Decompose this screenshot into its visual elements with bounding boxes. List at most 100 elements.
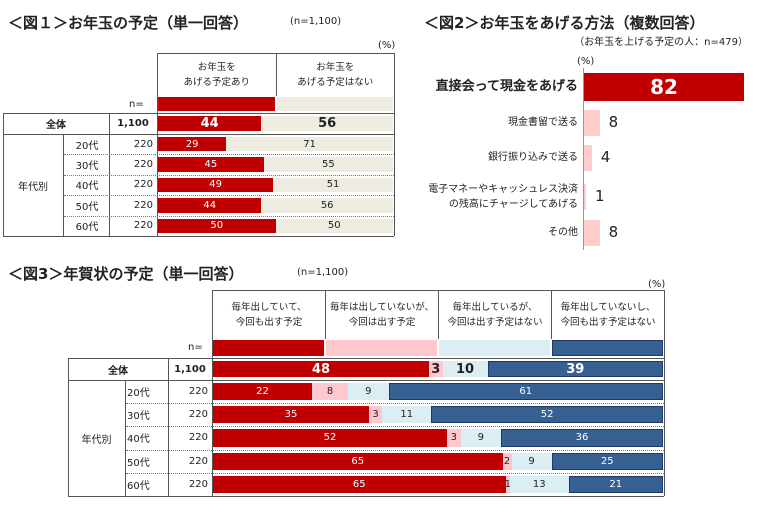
bar-segment: 49 — [158, 177, 274, 193]
bar-value: 61 — [519, 386, 533, 398]
bar-value: 50 — [210, 220, 224, 232]
bar-value: 29 — [185, 138, 199, 150]
unit-label: (%) — [648, 279, 666, 290]
table-border — [3, 236, 394, 237]
row-n: 220 — [188, 478, 208, 490]
bar-value: 48 — [311, 361, 331, 377]
bar-value: 21 — [609, 478, 623, 490]
bar-segment: 51 — [273, 177, 393, 193]
table-border — [68, 380, 664, 381]
legend-header: 毎年出しているが、 今回は出す予定はない — [438, 290, 552, 339]
bar — [584, 110, 600, 136]
bar-value: 1 — [594, 187, 605, 205]
row-label: 40代 — [127, 434, 150, 446]
bar-segment: 3 — [368, 406, 383, 424]
bar-value: 45 — [204, 159, 218, 171]
bar-value: 10 — [455, 361, 475, 377]
bar-segment: 8 — [312, 383, 348, 401]
row-divider — [64, 195, 394, 197]
row-divider — [64, 215, 394, 217]
bar-value: 8 — [326, 386, 334, 398]
table-border — [3, 113, 394, 114]
bar-value: 1 — [504, 478, 511, 490]
bar-segment: 65 — [213, 475, 506, 493]
bar-value: 4 — [600, 148, 611, 166]
bar-segment: 52 — [431, 406, 663, 424]
bar-value: 52 — [540, 409, 554, 421]
table-border — [109, 113, 110, 236]
legend-header: 毎年出していないし、 今回も出す予定はない — [551, 290, 665, 339]
bar-value: 3 — [431, 361, 441, 377]
axis-line — [583, 68, 584, 250]
bar-value: 8 — [608, 223, 619, 241]
table-border — [3, 113, 4, 236]
bar-value: 11 — [400, 409, 414, 421]
table-border — [3, 134, 394, 135]
row-label: 50代 — [75, 201, 99, 213]
bar-segment: 44 — [158, 198, 262, 213]
bar-segment: 56 — [261, 116, 393, 131]
bar-segment: 39 — [487, 361, 663, 377]
row-divider — [126, 472, 664, 474]
legend-header: お年玉を あげる予定あり — [157, 53, 277, 96]
row-divider — [126, 426, 664, 428]
row-label: 60代 — [127, 480, 150, 492]
row-divider — [126, 403, 664, 405]
bar-segment: 1 — [504, 475, 511, 493]
legend-swatch — [158, 97, 275, 111]
bar-segment: 61 — [388, 383, 663, 401]
legend-label: お年玉を あげる予定はない — [297, 62, 374, 88]
category-label: その他 — [548, 227, 578, 238]
bar-segment: 3 — [447, 429, 461, 447]
bar-value: 13 — [532, 478, 546, 490]
bar-value: 44 — [203, 199, 217, 211]
bar-segment: 44 — [158, 116, 262, 131]
bar-segment: 52 — [213, 429, 447, 447]
bar-segment: 10 — [442, 361, 488, 377]
bar-value: 3 — [372, 409, 379, 421]
legend-label: 毎年出していないし、 今回も出す予定はない — [560, 302, 656, 328]
bar-value: 71 — [303, 138, 316, 150]
bar-segment: 50 — [275, 218, 393, 233]
legend-label: 毎年出していて、 今回も出す予定 — [231, 302, 307, 328]
bar-value: 65 — [352, 478, 366, 490]
bar-value: 8 — [608, 113, 619, 131]
bar: 82 — [584, 73, 744, 101]
legend-label: 毎年出しているが、 今回は出す予定はない — [447, 302, 543, 328]
bar-value: 82 — [650, 75, 678, 99]
bar-value: 55 — [322, 159, 335, 171]
row-n: 220 — [188, 409, 208, 421]
row-label: 40代 — [75, 181, 99, 193]
bar — [584, 145, 592, 171]
row-n: 220 — [188, 455, 208, 467]
table-border — [157, 53, 158, 236]
legend-label: お年玉を あげる予定あり — [183, 62, 250, 88]
legend-header: 毎年は出していないが、 今回は出す予定 — [325, 290, 439, 339]
row-divider — [64, 154, 394, 156]
bar-value: 65 — [351, 455, 365, 467]
row-n: 220 — [133, 159, 153, 171]
legend-header: 毎年出していて、 今回も出す予定 — [212, 290, 326, 339]
legend-label: 毎年は出していないが、 今回は出す予定 — [329, 302, 435, 328]
group-label: 年代別 — [18, 181, 48, 193]
category-label: 銀行振り込みで送る — [488, 152, 578, 163]
bar-value: 3 — [450, 432, 457, 444]
category-label: 現金書留で送る — [508, 117, 578, 128]
chart-subtitle: （お年玉を上げる予定の人：n=479） — [574, 37, 748, 48]
bar-value: 39 — [566, 361, 585, 377]
bar-value: 9 — [477, 432, 484, 444]
chart-title: ＜図１＞お年玉の予定（単一回答） — [8, 14, 249, 32]
bar-segment: 13 — [510, 475, 569, 493]
table-border — [68, 496, 664, 497]
bar-segment: 9 — [511, 452, 552, 470]
bar-value: 9 — [365, 386, 372, 398]
legend-swatch — [326, 340, 437, 356]
bar-segment: 9 — [348, 383, 389, 401]
row-label: 20代 — [75, 140, 99, 152]
bar-segment: 36 — [501, 429, 663, 447]
table-border — [212, 290, 213, 496]
bar-segment: 50 — [158, 218, 276, 233]
bar-value: 50 — [327, 220, 341, 232]
row-n: 220 — [133, 199, 153, 211]
bar-value: 51 — [326, 179, 340, 191]
